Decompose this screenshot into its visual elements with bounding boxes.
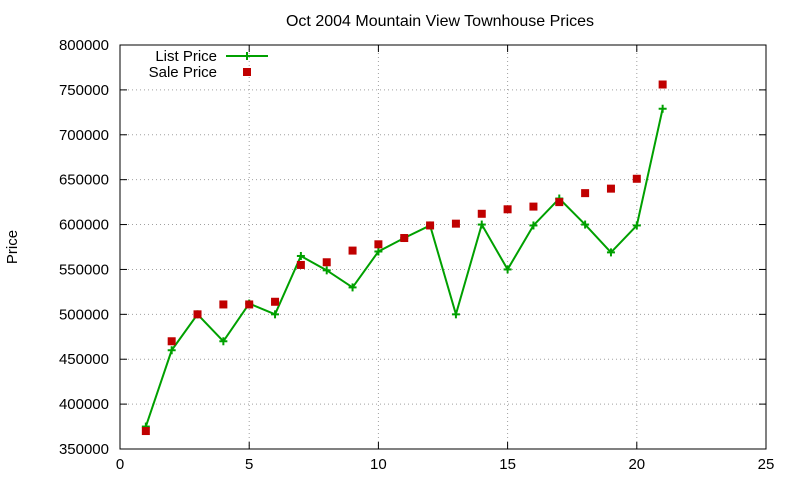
y-tick-label: 750000 (59, 82, 109, 99)
y-tick-label: 500000 (59, 306, 109, 323)
sale-price-point (348, 246, 357, 255)
y-axis-label: Price (4, 230, 21, 264)
list-price-point (632, 221, 641, 230)
sale-price-point (477, 209, 486, 218)
sale-price-point (400, 234, 409, 243)
y-tick-label: 350000 (59, 441, 109, 458)
y-tick-label: 800000 (59, 37, 109, 54)
sale-price-point (167, 337, 176, 346)
list-price-point (219, 337, 228, 346)
list-price-point (658, 104, 667, 113)
axes: 0 5 10 15 20 25 350000 400000 450000 500000 550000… (59, 37, 774, 473)
legend-sale-price-label: Sale Price (149, 64, 217, 81)
sale-price-point (529, 202, 538, 211)
list-price-point (271, 310, 280, 319)
list-price-point (322, 266, 331, 275)
y-tick-label: 700000 (59, 127, 109, 144)
y-tick-label: 650000 (59, 172, 109, 189)
sale-price-point (141, 427, 150, 436)
list-price-point (451, 310, 460, 319)
legend-sale-price-marker (243, 68, 251, 76)
list-price-point (374, 247, 383, 256)
sale-price-point (426, 221, 435, 230)
sale-price-point (322, 258, 331, 267)
data-series (141, 80, 667, 436)
sale-price-point (451, 219, 460, 228)
list-price-point (296, 251, 305, 260)
y-tick-label: 450000 (59, 351, 109, 368)
x-tick-label: 10 (370, 456, 387, 473)
list-price-point (529, 221, 538, 230)
plot-frame (119, 44, 767, 450)
x-tick-label: 25 (758, 456, 775, 473)
sale-price-point (374, 240, 383, 249)
list-price-point (503, 265, 512, 274)
list-price-point (606, 248, 615, 257)
grid-lines (120, 45, 766, 449)
y-tick-label: 400000 (59, 396, 109, 413)
x-tick-label: 15 (499, 456, 516, 473)
sale-price-point (606, 184, 615, 193)
list-price-point (581, 220, 590, 229)
sale-price-point (658, 80, 667, 89)
list-price-point (477, 220, 486, 229)
x-tick-label: 20 (628, 456, 645, 473)
y-tick-label: 600000 (59, 217, 109, 234)
sale-price-point (632, 174, 641, 183)
sale-price-point (245, 300, 254, 309)
legend-list-price-label: List Price (155, 48, 217, 65)
sale-price-point (555, 198, 564, 207)
list-price-point (167, 346, 176, 355)
sale-price-point (193, 310, 202, 319)
list-price-point (348, 283, 357, 292)
sale-price-point (581, 189, 590, 198)
chart-title: Oct 2004 Mountain View Townhouse Prices (286, 13, 594, 30)
list-price-line (144, 108, 664, 427)
y-tick-label: 550000 (59, 261, 109, 278)
sale-price-point (271, 297, 280, 306)
x-tick-label: 5 (245, 456, 253, 473)
sale-price-point (503, 205, 512, 214)
sale-price-point (296, 260, 305, 269)
x-tick-label: 0 (116, 456, 124, 473)
sale-price-point (219, 300, 228, 309)
